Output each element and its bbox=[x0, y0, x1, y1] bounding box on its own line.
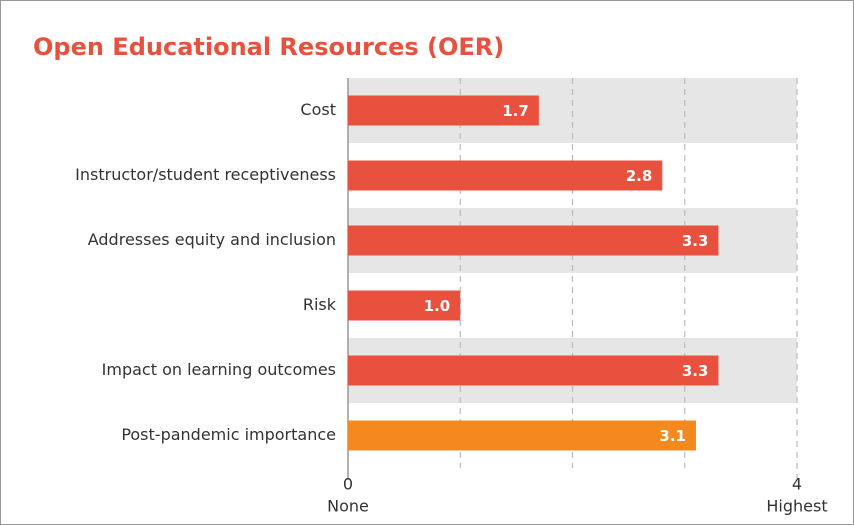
x-end-label: Highest bbox=[766, 497, 827, 516]
data-label: 1.7 bbox=[502, 102, 529, 120]
bar bbox=[348, 95, 539, 126]
y-tick-label: Risk bbox=[303, 295, 337, 314]
y-tick-label: Instructor/student receptiveness bbox=[75, 165, 336, 184]
data-label: 3.3 bbox=[682, 232, 709, 250]
x-end-label: None bbox=[327, 497, 369, 516]
bar bbox=[348, 225, 719, 256]
bar bbox=[348, 290, 461, 321]
bar bbox=[348, 420, 696, 451]
chart-title: Open Educational Resources (OER) bbox=[33, 33, 504, 61]
data-label: 2.8 bbox=[626, 167, 653, 185]
data-label: 3.3 bbox=[682, 362, 709, 380]
y-tick-label: Impact on learning outcomes bbox=[102, 360, 336, 379]
data-label: 3.1 bbox=[659, 427, 686, 445]
y-tick-label: Cost bbox=[300, 100, 336, 119]
bar bbox=[348, 355, 719, 386]
bar bbox=[348, 160, 663, 191]
x-tick-label: 4 bbox=[792, 475, 802, 494]
y-tick-label: Post-pandemic importance bbox=[121, 425, 336, 444]
data-label: 1.0 bbox=[424, 297, 451, 315]
x-tick-label: 0 bbox=[343, 475, 353, 494]
y-tick-label: Addresses equity and inclusion bbox=[88, 230, 336, 249]
